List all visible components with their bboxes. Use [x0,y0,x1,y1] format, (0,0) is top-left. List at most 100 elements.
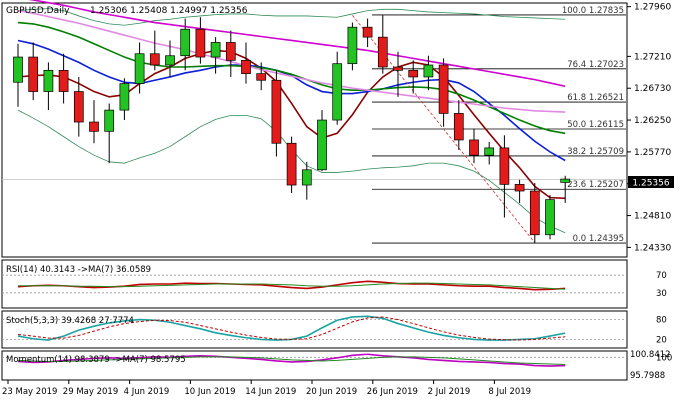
candle-bearish [225,42,236,61]
date-tick-label: 10 Jun 2019 [184,387,235,397]
bollinger-upper-band [17,8,566,26]
candle-bearish [469,139,479,156]
moving-averages [17,0,566,200]
date-tick-label: 20 Jun 2019 [306,387,357,397]
fib-level-label: 61.8 1.26521 [567,93,624,103]
stoch-pane[interactable]: Stoch(5,3,3) 39.4268 27.7774 [1,310,628,349]
symbol-label: GBPUSD,Daily [6,6,70,16]
price-pane-border [1,2,628,258]
rsi-label: RSI(14) 40.3143 ->MA(7) 36.0589 [6,265,151,275]
candle-bullish [180,28,191,57]
candle-bearish [28,56,39,92]
moving-average-line [28,0,566,88]
candle-bearish [195,28,206,58]
current-price-label: 1.25356 [632,179,669,189]
candle-bullish [43,69,54,92]
fib-level-label: 50.0 1.26115 [567,120,624,130]
candle-bearish [438,64,449,114]
candle-bearish [286,142,297,186]
indicator-main-line [17,353,566,367]
fibonacci-levels: 100.0 1.27835 76.4 1.27023 61.8 1.26521 50.… [2,6,626,244]
date-axis: 23 May 2019 29 May 2019 4 Jun 2019 10 Jun 2… [2,380,531,397]
price-tick-label: 1.25770 [634,148,671,158]
indicator-ma-line [18,282,566,290]
candle-bullish [545,199,555,236]
rsi-axis: 70 30 [656,271,667,299]
stoch-pane-border [1,310,628,349]
rsi-lines [2,274,626,294]
candle-bullish [347,26,358,65]
rsi-pane[interactable]: RSI(14) 40.3143 ->MA(7) 36.0589 [1,259,628,309]
candles[interactable] [13,15,571,243]
momentum-label: Momentum(14) 98.3879 ->MA(7) 98.5795 [6,355,186,365]
stoch-label: Stoch(5,3,3) 39.4268 27.7774 [6,316,134,326]
candle-bullish [301,169,312,186]
moving-average-line [17,21,566,135]
current-price-marker: 1.25356 [628,176,674,189]
price-tick-label: 1.24330 [634,243,671,253]
candle-bearish [271,79,282,144]
candle-bullish [104,109,115,132]
price-tick-label: 1.27960 [634,3,671,13]
candle-bearish [89,121,99,132]
price-tick-label: 1.26250 [634,116,671,126]
momentum-tick-label: 100.8412 [630,350,671,360]
candle-bullish [484,147,495,156]
candle-bearish [453,113,464,141]
candle-bullish [423,64,434,78]
momentum-tick-label: 95.7988 [630,371,665,381]
candle-bearish [529,190,540,236]
momentum-pane[interactable]: Momentum(14) 98.3879 ->MA(7) 98.5795 [1,350,628,381]
date-tick-label: 29 May 2019 [63,387,118,397]
candle-bearish [73,91,84,123]
candle-bullish [134,53,145,84]
momentum-lines [2,353,626,367]
rsi-pane-border [1,259,628,309]
candle-bullish [165,55,175,66]
fib-level-label: 76.4 1.27023 [567,60,624,70]
candle-bearish [377,36,388,68]
candle-bearish [393,66,403,71]
fib-level-label: 0.0 1.24395 [573,234,624,244]
date-tick-label: 23 May 2019 [2,387,57,397]
candle-bullish [13,56,23,83]
date-tick-label: 8 Jul 2019 [488,387,531,397]
candle-bearish [58,69,69,92]
ohlc-readout: 1.25306 1.25408 1.24997 1.25356 [90,6,248,16]
candle-bearish [408,69,419,78]
fib-level-label: 100.0 1.27835 [562,6,624,16]
rsi-tick-label: 30 [656,289,667,299]
momentum-tick-label: 100 [656,353,672,363]
stoch-tick-label: 80 [656,316,667,326]
moving-average-line [17,9,566,113]
candle-bullish [332,63,343,121]
fib-level-label: 23.6 1.25207 [567,180,624,190]
price-tick-label: 1.24810 [634,212,671,222]
momentum-pane-border [1,350,628,381]
moving-average-line [17,49,566,200]
candle-bearish [362,26,373,38]
candle-bearish [514,184,525,192]
candle-bullish [119,83,130,111]
candle-bullish [210,42,221,58]
rsi-tick-label: 70 [656,271,667,281]
candle-bearish [256,73,267,81]
date-tick-label: 4 Jun 2019 [124,387,170,397]
date-tick-label: 26 Jun 2019 [367,387,418,397]
date-tick-label: 14 Jun 2019 [245,387,296,397]
indicator-ma-line [17,356,566,366]
candle-bearish [241,60,251,74]
current-price-box [628,176,674,188]
date-tick-label: 2 Jul 2019 [428,387,471,397]
stoch-tick-label: 20 [656,335,667,345]
price-tick-label: 1.27210 [634,52,671,62]
fib-level-label: 38.2 1.25709 [567,147,624,157]
price-tick-label: 1.26730 [634,84,671,94]
stoch-lines [2,315,626,341]
candle-bearish [149,53,160,66]
price-pane[interactable]: 100.0 1.27835 76.4 1.27023 61.8 1.26521 50.… [1,0,628,258]
